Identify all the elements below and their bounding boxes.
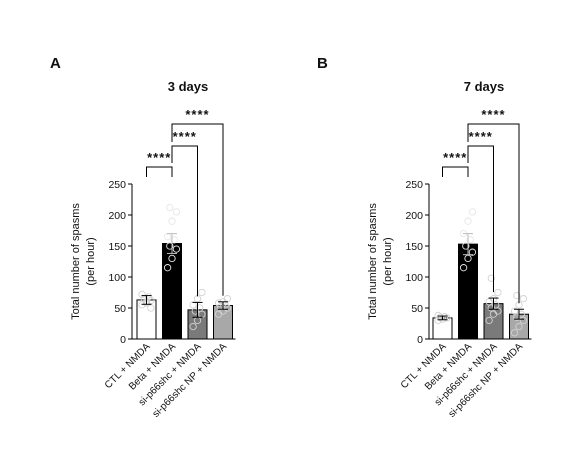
panel-b-point-3-8 (494, 288, 502, 297)
panel-b-significance-bracket-2 (467, 145, 494, 293)
panel-b-ytick-label-0: 0 (417, 334, 423, 346)
panel-a-significance-label-1: **** (147, 150, 171, 165)
panel-b-point-2-8 (468, 208, 477, 216)
panel-a-point-1-8 (147, 304, 155, 312)
panel-a-ytick-label-200: 200 (108, 210, 126, 222)
panel-b-significance-bracket-1 (442, 166, 469, 177)
panel-b-bar-1 (432, 317, 453, 340)
panel-b-point-4-9 (513, 291, 521, 300)
panel-b-point-1-4 (436, 313, 444, 321)
panel-a-point-3-6 (189, 301, 197, 309)
panel-a-ylabel-line-2: (per hour) (85, 237, 97, 285)
panel-a-significance-label-2: **** (173, 129, 197, 144)
panel-b-point-4-6 (510, 307, 519, 315)
panel-b-ylabel-line-2: (per hour) (382, 237, 394, 285)
panel-a-point-2-6 (163, 233, 172, 241)
panel-b-ytick-label-100: 100 (405, 272, 423, 284)
panel-a-point-2-7 (168, 217, 176, 225)
panel-b-point-4-8 (519, 295, 528, 303)
panel-b-ylabel-line-1: Total number of spasms (367, 203, 379, 320)
panel-a-ytick-label-150: 150 (108, 241, 126, 253)
panel-a-letter: A (50, 55, 61, 72)
panel-a-ytick-label-100: 100 (108, 272, 126, 284)
panel-a-point-2-1 (163, 264, 172, 272)
panel-b-point-4-5 (517, 310, 525, 318)
panel-a-point-2-2 (168, 254, 176, 263)
panel-a-ytick-label-0: 0 (120, 334, 126, 346)
panel-a-point-1-5 (145, 293, 153, 301)
panel-b-point-2-3 (468, 248, 477, 256)
panel-b-point-2-1 (459, 264, 468, 272)
panel-a-point-2-5 (170, 236, 178, 244)
panel-a-ylabel-line-1: Total number of spasms (70, 203, 82, 320)
panel-a-point-4-4 (217, 303, 225, 311)
panel-a-significance-bracket-2 (171, 145, 198, 297)
panel-a-ytick-label-50: 50 (114, 303, 126, 315)
panel-a-significance-bracket-3 (171, 123, 224, 296)
panel-a-point-2-3 (172, 245, 181, 253)
panel-a-point-3-1 (189, 322, 197, 331)
panel-b-point-3-9 (487, 274, 495, 282)
panel-a-point-2-4 (166, 242, 174, 250)
panel-b-significance-label-3: **** (481, 107, 505, 122)
panel-b-ytick-label-50: 50 (411, 303, 423, 315)
panel-b-point-2-5 (466, 236, 474, 244)
panel-b-point-1-6 (434, 311, 442, 320)
panel-a-significance-bracket-1 (146, 166, 173, 177)
panel-b-ytick-label-200: 200 (405, 210, 423, 222)
panel-b-ytick-label-250: 250 (405, 179, 423, 191)
panel-b-point-3-5 (492, 301, 500, 309)
panel-b-point-2-4 (462, 242, 470, 250)
panel-b-point-3-3 (494, 307, 502, 315)
panel-b-point-4-3 (519, 316, 528, 325)
panel-b-letter: B (317, 55, 328, 72)
panel-b-title: 7 days (464, 79, 504, 94)
panel-a-point-3-7 (193, 295, 202, 303)
panel-b-significance-label-2: **** (469, 129, 493, 144)
panel-a-bar-2 (162, 243, 182, 340)
panel-a-point-4-6 (214, 299, 223, 307)
panel-a-significance-label-3: **** (185, 107, 209, 122)
panel-b-point-2-2 (464, 254, 472, 263)
panel-a-title: 3 days (168, 79, 208, 94)
panel-b-point-3-1 (485, 316, 493, 325)
panel-a-point-3-5 (196, 304, 204, 312)
panel-a-point-1-3 (147, 296, 155, 305)
panel-b-bar-2 (458, 243, 478, 340)
panel-a-ytick-label-250: 250 (108, 179, 126, 191)
panel-a-point-3-8 (198, 288, 206, 297)
panel-b-ytick-label-150: 150 (405, 241, 423, 253)
panel-b-significance-bracket-3 (467, 123, 520, 304)
panel-b-point-4-2 (515, 322, 523, 331)
panel-a-point-2-8 (172, 208, 181, 216)
panel-b-point-2-7 (464, 217, 472, 225)
panel-a-point-4-8 (223, 295, 232, 303)
panel-b-significance-label-1: **** (443, 150, 467, 165)
panel-b-point-4-1 (510, 329, 519, 337)
panel-a-point-1-6 (138, 290, 146, 299)
panel-a-point-2-9 (166, 203, 174, 212)
